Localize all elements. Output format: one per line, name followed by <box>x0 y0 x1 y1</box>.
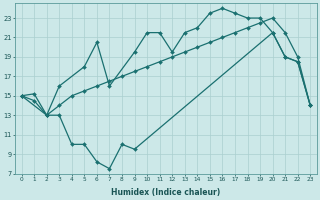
X-axis label: Humidex (Indice chaleur): Humidex (Indice chaleur) <box>111 188 220 197</box>
